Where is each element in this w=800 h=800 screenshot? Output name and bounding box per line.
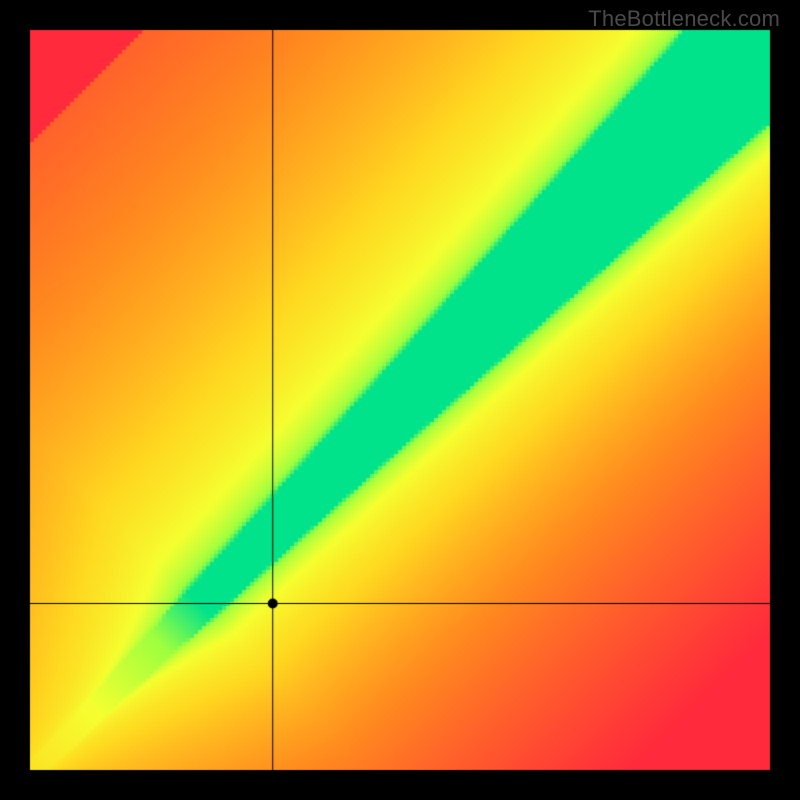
root-container: TheBottleneck.com <box>0 0 800 800</box>
bottleneck-heatmap-canvas <box>0 0 800 800</box>
watermark-text: TheBottleneck.com <box>588 6 780 32</box>
